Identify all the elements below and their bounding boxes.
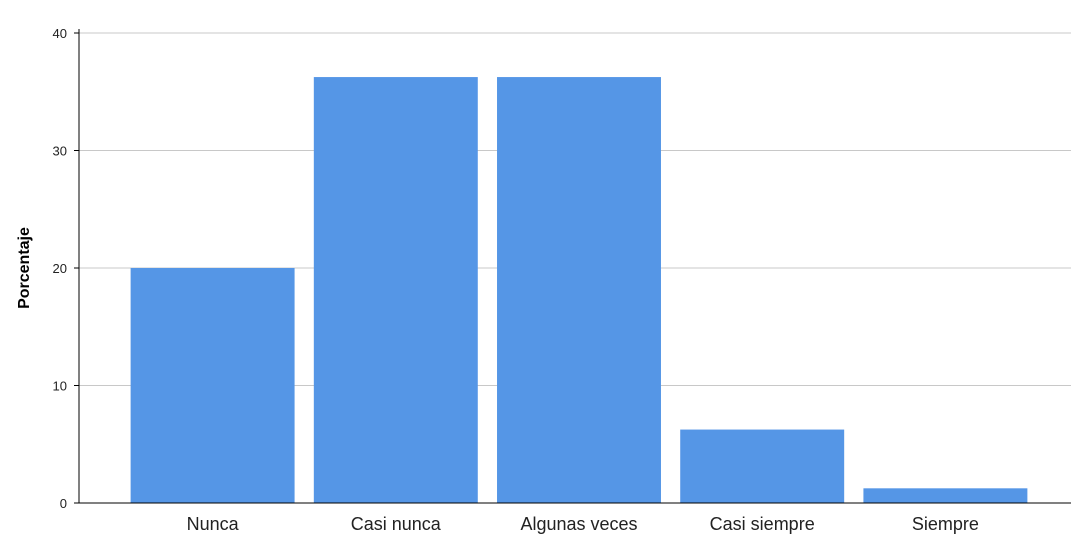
- x-category-label: Algunas veces: [520, 514, 637, 534]
- bar-casi-siempre: [680, 429, 845, 503]
- x-category-label: Siempre: [912, 514, 979, 534]
- y-tick-label: 30: [53, 144, 67, 159]
- x-category-label: Casi nunca: [351, 514, 442, 534]
- y-tick-label: 40: [53, 26, 67, 41]
- bar-nunca: [130, 268, 295, 503]
- x-category-label: Casi siempre: [710, 514, 815, 534]
- y-axis-ticks: 0 10 20 30 40: [53, 26, 79, 511]
- bars: [130, 77, 1028, 503]
- y-tick-label: 0: [60, 496, 67, 511]
- y-axis-title: Porcentaje: [16, 227, 33, 309]
- bar-siempre: [863, 488, 1028, 503]
- axes: [78, 29, 1071, 504]
- y-tick-label: 10: [53, 379, 67, 394]
- y-tick-label: 20: [53, 261, 67, 276]
- bar-casi-nunca: [313, 77, 478, 503]
- bar-algunas-veces: [497, 77, 661, 503]
- x-category-label: Nunca: [187, 514, 240, 534]
- x-axis-category-labels: Nunca Casi nunca Algunas veces Casi siempre…: [187, 514, 979, 534]
